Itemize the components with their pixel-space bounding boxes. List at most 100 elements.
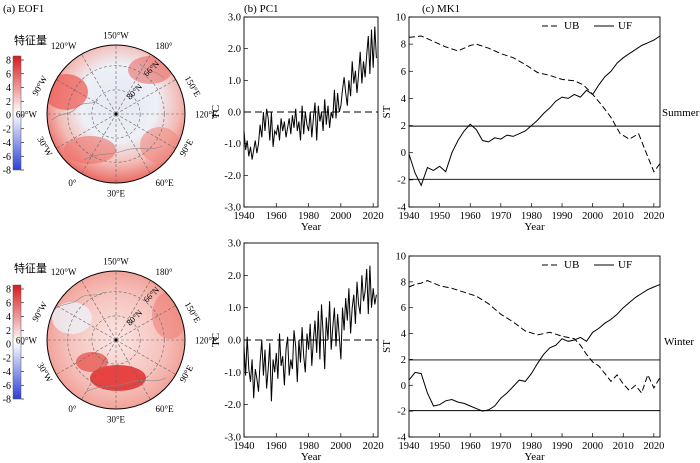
x-tick-label: 2000: [582, 211, 603, 222]
coastline: [51, 99, 99, 121]
x-tick-label: 1990: [552, 211, 573, 222]
y-axis-label: ST: [381, 340, 393, 353]
x-tick-label: 2020: [643, 441, 664, 452]
latitude-circle: [67, 65, 165, 163]
longitude-label: 90°W: [30, 74, 49, 98]
polar-map-summer: 150°W180°150°E120°E90°E60°E30°E0°30°W60°…: [16, 31, 218, 199]
colorbar-gradient: [12, 284, 22, 400]
y-tick-label: -2: [397, 407, 406, 418]
x-tick-label: 1980: [521, 211, 542, 222]
series-line-pc1-summer: [243, 26, 377, 160]
longitude-label: 150°E: [183, 74, 203, 99]
longitude-label: 120°E: [195, 110, 218, 120]
pole-marker: [114, 338, 118, 342]
colorbar-tick-label: -6: [3, 381, 11, 392]
colorbar-tick-label: 2: [6, 326, 11, 337]
longitude-label: 90°W: [30, 300, 49, 324]
meridian-line: [81, 339, 117, 400]
y-tick-label: 2: [401, 355, 406, 366]
y-tick-label: 0: [401, 148, 406, 159]
coastline: [53, 291, 105, 311]
y-tick-label: -3.0: [224, 433, 241, 444]
x-tick-label: 1960: [266, 441, 287, 452]
pole-marker: [114, 112, 118, 116]
y-tick-label: -2.0: [224, 400, 241, 411]
longitude-label: 30°E: [107, 415, 126, 425]
meridian-line: [115, 113, 151, 174]
meridian-line: [81, 113, 117, 174]
series-line-pc1-winter: [243, 265, 377, 402]
y-tick-label: 0.0: [228, 108, 241, 119]
colorbar-tick-label: -8: [3, 166, 11, 177]
map-outer-ring: [46, 44, 186, 184]
x-tick-label: 2000: [582, 441, 603, 452]
legend-label-ub: UB: [564, 20, 579, 32]
y-tick-label: 2: [401, 121, 406, 132]
mk1-summer-chart: -4 -2 0 2 4 6 8 10 1940 1950 1960 1970 1980 1990 2000 2…: [381, 13, 664, 234]
latitude-circle: [91, 315, 141, 365]
anomaly-patch: [76, 352, 108, 372]
y-tick-label: 6: [401, 303, 406, 314]
y-tick-label: 3.0: [228, 239, 241, 250]
meridian-line: [56, 79, 117, 115]
series-line-uf: [408, 283, 661, 412]
y-tick-label: 0: [401, 381, 406, 392]
longitude-label: 180°: [156, 41, 174, 51]
coastline: [139, 63, 165, 79]
x-tick-label: 2020: [643, 211, 664, 222]
map-shading: [47, 56, 180, 164]
x-tick-label: 1950: [429, 441, 450, 452]
anomaly-patch: [140, 127, 180, 163]
x-tick-label: 1950: [429, 211, 450, 222]
series-line-ub: [408, 35, 661, 173]
colorbar-tick-label: 6: [6, 298, 11, 309]
longitude-label: 120°E: [195, 336, 218, 346]
latitude-circle: [67, 291, 165, 389]
x-tick-label: 1980: [298, 441, 319, 452]
y-tick-label: 0.0: [228, 336, 241, 347]
coastline: [83, 145, 163, 161]
y-tick-label: -2.0: [224, 171, 241, 182]
x-tick-label: 1970: [490, 211, 511, 222]
y-tick-label: -1.0: [224, 368, 241, 379]
y-tick-label: 1.0: [228, 76, 241, 87]
x-tick-label: 1990: [552, 441, 573, 452]
longitude-label: 150°W: [103, 257, 129, 267]
x-tick-label: 1980: [298, 211, 319, 222]
colorbar-tick-label: 6: [6, 69, 11, 80]
x-tick-label: 2010: [613, 211, 634, 222]
colorbar-tick-label: 8: [6, 285, 11, 296]
x-tick-label: 2020: [363, 441, 384, 452]
longitude-label: 0°: [68, 178, 77, 188]
x-tick-label: 2000: [330, 441, 351, 452]
longitude-label: 0°: [68, 404, 77, 414]
colorbar-title: 特征量: [14, 33, 47, 47]
colorbar-gradient: [12, 55, 22, 171]
x-tick-label: 1960: [460, 211, 481, 222]
legend-label-uf: UF: [618, 20, 632, 32]
meridian-line: [115, 339, 176, 375]
polar-map-winter: 150°W180°150°E120°E90°E60°E30°E0°30°W60°…: [16, 257, 218, 425]
y-tick-label: 3.0: [228, 13, 241, 24]
x-tick-label: 1960: [460, 441, 481, 452]
longitude-label: 30°E: [107, 189, 126, 199]
y-tick-label: 1.0: [228, 303, 241, 314]
longitude-label: 120°W: [51, 267, 77, 277]
plot-frame: [408, 16, 661, 208]
longitude-label: 60°W: [16, 110, 38, 120]
panel-label-a: (a) EOF1: [3, 3, 44, 15]
meridian-line: [56, 113, 117, 149]
colorbar-tick-label: -8: [3, 395, 11, 406]
season-label-winter: Winter: [664, 336, 694, 348]
meridian-line: [115, 305, 176, 341]
longitude-label: 60°E: [156, 404, 175, 414]
y-axis-label: TC: [210, 333, 222, 347]
longitude-label: 150°W: [103, 31, 129, 41]
meridian-line: [115, 280, 151, 341]
x-tick-label: 1940: [399, 211, 420, 222]
y-tick-label: -4: [397, 433, 406, 444]
colorbar-tick-label: -4: [3, 367, 11, 378]
x-axis-label: Year: [524, 221, 545, 233]
panel-label-c: (c) MK1: [422, 3, 460, 15]
colorbar-tick-label: -2: [3, 353, 11, 364]
